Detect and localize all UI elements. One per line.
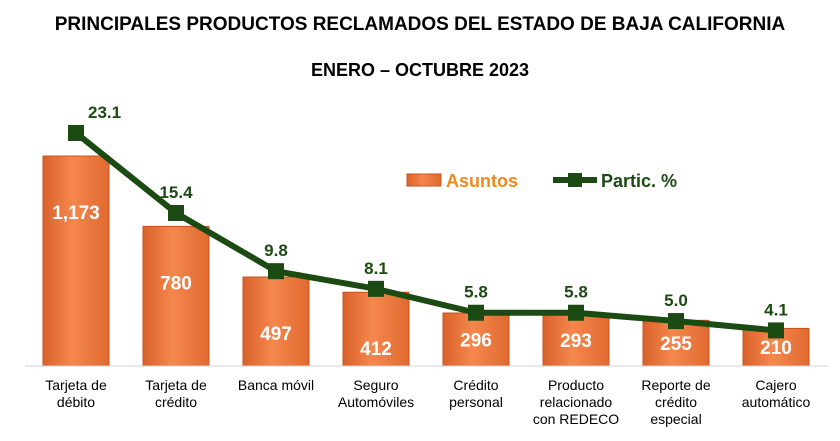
partic-marker-7 — [768, 322, 784, 339]
category-label-2: Banca móvil — [238, 377, 314, 393]
bar-1 — [142, 225, 210, 367]
category-label-line: Tarjeta de — [45, 377, 107, 393]
chart-subtitle: ENERO – OCTUBRE 2023 — [310, 60, 530, 80]
category-label-line: crédito — [655, 394, 697, 410]
bar-value-label-5: 293 — [560, 331, 592, 352]
legend: Asuntos Partic. % — [406, 171, 677, 191]
category-label-line: personal — [449, 394, 503, 410]
bar-value-label-6: 255 — [660, 334, 692, 355]
legend-label-partic: Partic. % — [601, 171, 677, 191]
bar-value-label-0: 1,173 — [52, 203, 100, 224]
category-label-1: Tarjeta de crédito — [145, 377, 207, 410]
bar-value-label-4: 296 — [460, 331, 492, 352]
partic-value-label-7: 4.1 — [764, 300, 788, 319]
partic-line — [74, 130, 777, 334]
category-label-0: Tarjeta de débito — [45, 377, 107, 410]
partic-marker-0 — [68, 125, 84, 141]
category-label-line: Cajero — [755, 377, 796, 393]
partic-value-label-4: 5.8 — [464, 283, 488, 302]
category-label-7: Cajero automático — [742, 377, 811, 410]
category-label-line: especial — [650, 411, 701, 427]
partic-value-label-6: 5.0 — [664, 291, 688, 310]
bar-5 — [542, 313, 610, 367]
partic-value-label-1: 15.4 — [159, 183, 193, 202]
partic-marker-1 — [168, 205, 184, 221]
bar-value-label-1: 780 — [160, 273, 192, 294]
category-label-line: Producto — [548, 377, 604, 393]
partic-marker-3 — [368, 280, 384, 297]
partic-marker-6 — [668, 313, 684, 330]
partic-value-label-5: 5.8 — [564, 283, 588, 302]
category-label-line: Tarjeta de — [145, 377, 207, 393]
bar-2 — [242, 276, 310, 367]
partic-value-label-2: 9.8 — [264, 241, 288, 260]
partic-marker-5 — [568, 304, 584, 321]
bar-3 — [342, 291, 410, 367]
category-label-line: débito — [57, 394, 95, 410]
category-label-line: Crédito — [453, 377, 498, 393]
partic-value-label-0: 23.1 — [88, 103, 121, 122]
legend-label-asuntos: Asuntos — [446, 171, 518, 191]
category-label-line: automático — [742, 394, 811, 410]
category-label-line: Seguro — [353, 377, 398, 393]
category-label-5: Producto relacionado con REDECO — [533, 377, 619, 427]
partic-marker-4 — [468, 304, 484, 321]
partic-marker-2 — [268, 263, 284, 280]
partic-value-label-3: 8.1 — [364, 259, 388, 278]
bar-value-label-2: 497 — [260, 324, 292, 345]
bar-0 — [42, 155, 110, 367]
category-label-line: relacionado — [540, 394, 613, 410]
bar-value-label-3: 412 — [360, 339, 392, 360]
bar-4 — [442, 312, 510, 367]
category-label-line: crédito — [155, 394, 197, 410]
legend-marker-partic — [568, 173, 582, 187]
category-label-line: Banca móvil — [238, 377, 314, 393]
category-label-line: Automóviles — [338, 394, 414, 410]
category-label-4: Crédito personal — [449, 377, 503, 410]
category-label-3: Seguro Automóviles — [338, 377, 414, 410]
chart-title: PRINCIPALES PRODUCTOS RECLAMADOS DEL EST… — [54, 14, 786, 35]
bar-value-label-7: 210 — [760, 338, 792, 359]
category-label-line: Reporte de — [641, 377, 710, 393]
category-label-6: Reporte de crédito especial — [641, 377, 710, 427]
legend-swatch-asuntos — [406, 173, 442, 187]
category-label-line: con REDECO — [533, 411, 619, 427]
